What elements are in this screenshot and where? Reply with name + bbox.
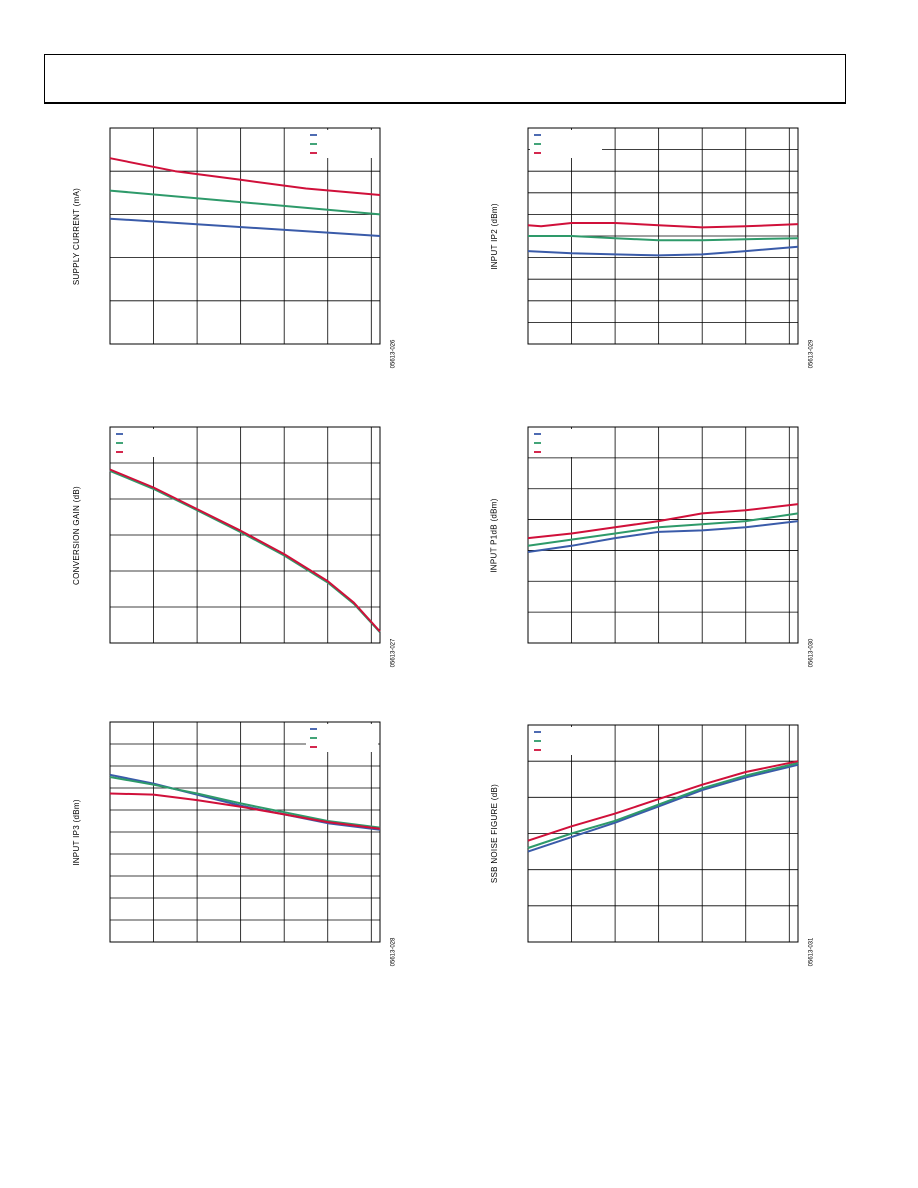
series-line-green <box>528 235 799 242</box>
series-line-green <box>527 762 799 849</box>
plot-area <box>527 724 799 943</box>
chart-input-p1db <box>527 426 799 644</box>
chart-conversion-gain <box>109 426 381 644</box>
plot-area <box>109 426 381 644</box>
plot-area <box>109 127 381 345</box>
figure-id: 05613-028 <box>389 937 396 967</box>
figure-id: 05613-029 <box>807 339 814 369</box>
plot-frame <box>527 724 799 943</box>
legend-box <box>530 130 602 158</box>
legend-box <box>306 724 378 752</box>
series-line-red <box>527 760 799 842</box>
series-line-blue <box>527 763 799 853</box>
legend-box <box>306 130 378 158</box>
series-line-red <box>109 468 381 633</box>
series-line-green <box>527 512 799 547</box>
series-line-blue <box>527 245 799 257</box>
series-line-red <box>109 792 381 830</box>
chart-ssb-noise-figure <box>527 724 799 943</box>
legend-box <box>112 429 184 457</box>
plot-frame <box>109 127 381 345</box>
figure-id: 05613-030 <box>807 638 814 668</box>
series-line-green <box>109 469 381 633</box>
figure-id: 05613-027 <box>389 638 396 668</box>
series-line-blue <box>109 773 381 831</box>
legend-box <box>530 727 602 755</box>
chart-supply-current <box>109 127 381 345</box>
figure-id: 05613-031 <box>807 937 814 967</box>
series-line-red <box>109 157 381 196</box>
plot-area <box>527 127 799 345</box>
series-line-blue <box>527 520 799 553</box>
series-line-green <box>109 776 381 829</box>
figure-id: 05613-026 <box>389 339 396 369</box>
plot-frame <box>109 426 381 644</box>
plot-frame <box>109 721 381 943</box>
plot-frame <box>527 426 799 644</box>
y-axis-label: INPUT IP2 (dBm) <box>489 202 499 270</box>
plot-area <box>527 426 799 644</box>
series-line-blue <box>109 469 381 633</box>
series-line-red <box>527 222 799 229</box>
plot-area <box>109 721 381 943</box>
legend-box <box>530 429 602 457</box>
y-axis-label: CONVERSION GAIN (dB) <box>71 485 81 585</box>
series-line-green <box>109 189 381 216</box>
y-axis-label: SSB NOISE FIGURE (dB) <box>489 783 499 884</box>
chart-input-ip2 <box>527 127 799 345</box>
y-axis-label: INPUT IP3 (dBm) <box>71 798 81 866</box>
series-line-red <box>527 503 799 540</box>
chart-input-ip3 <box>109 721 381 943</box>
series-line-blue <box>109 217 381 237</box>
y-axis-label: INPUT P1dB (dBm) <box>489 497 499 573</box>
page-header-box <box>44 54 846 104</box>
y-axis-label: SUPPLY CURRENT (mA) <box>71 187 81 285</box>
